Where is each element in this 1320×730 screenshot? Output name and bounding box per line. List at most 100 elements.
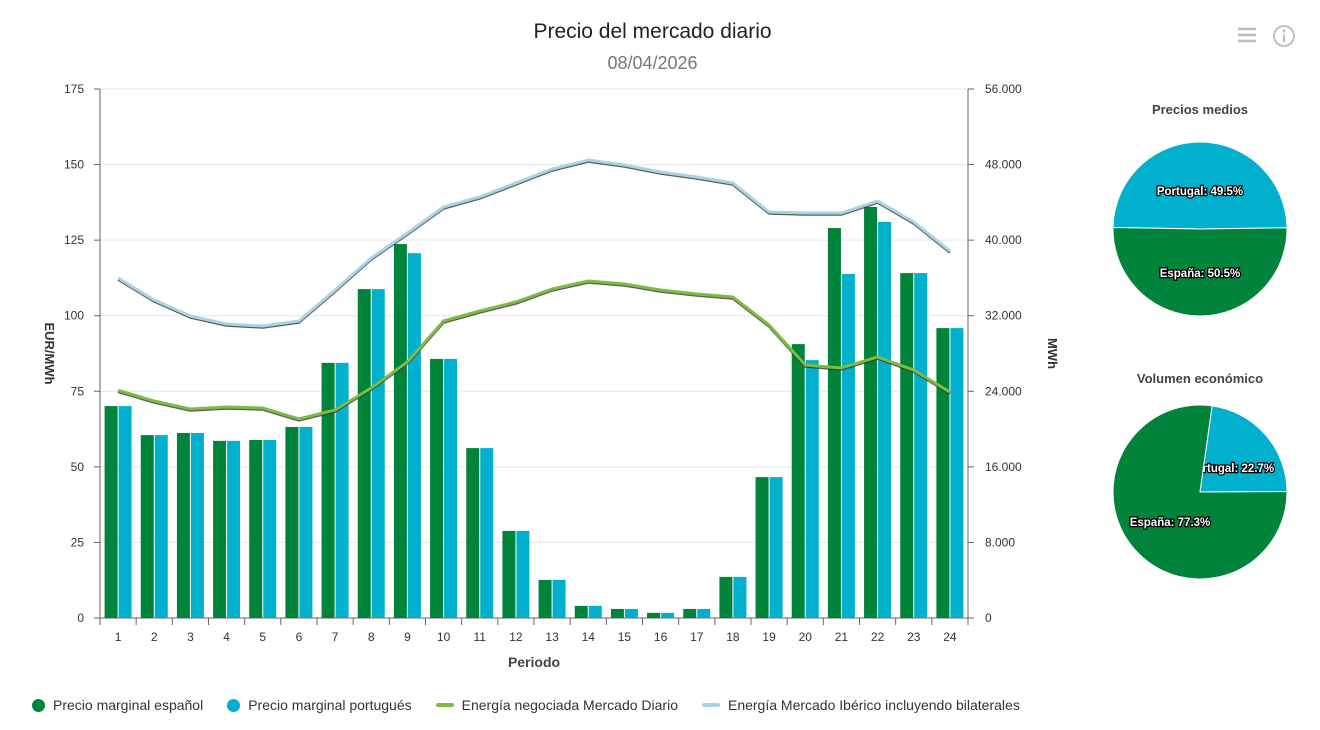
bar-portugal [697,608,711,618]
legend-dot-icon [32,698,45,712]
pie-slice-portugal [1112,141,1288,230]
bar-spain [936,328,950,618]
x-tick-label: 13 [545,630,559,644]
legend-label: Precio marginal portugués [248,697,412,713]
line-shadow [117,160,951,329]
x-tick-label: 16 [654,630,668,644]
bar-portugal [118,406,132,618]
y-tick-label: 50 [71,460,85,474]
bar-spain [864,206,878,619]
bar-spain [791,344,805,618]
bar-spain [647,612,661,618]
legend-item-spain[interactable]: Precio marginal español [32,697,203,713]
y2-tick-label: 56.000 [985,82,1022,96]
legend-label: Precio marginal español [53,697,204,713]
legend-line-icon [435,703,454,707]
bar-spain [683,608,697,618]
y2-tick-label: 24.000 [985,384,1022,398]
bar-spain [466,448,480,618]
pie-slice-spain [1112,226,1288,317]
legend-label: Energía negociada Mercado Diario [461,697,678,713]
bar-spain [538,579,552,618]
y2-axis-title: MWh [1045,338,1060,369]
x-tick-label: 3 [187,630,194,644]
x-tick-label: 10 [437,630,451,644]
bar-spain [285,426,299,618]
bar-spain [502,530,516,618]
x-tick-label: 1 [115,630,122,644]
legend-item-energy-iberian[interactable]: Energía Mercado Ibérico incluyendo bilat… [701,697,1020,713]
x-tick-label: 11 [474,630,487,644]
bar-spain [140,435,154,618]
bar-spain [393,244,407,618]
legend: Precio marginal español Precio marginal … [32,697,1020,713]
hamburger-menu-icon[interactable] [1236,24,1258,46]
y-tick-label: 75 [71,384,85,398]
legend-item-energy-daily[interactable]: Energía negociada Mercado Diario [435,697,678,713]
bar-portugal [154,435,168,618]
legend-dot-icon [227,698,241,712]
bar-portugal [878,222,892,618]
y2-tick-label: 48.000 [985,158,1022,172]
bar-portugal [407,253,421,618]
pie-label: Portugal: 49.5% [1157,186,1243,198]
bar-spain [176,433,190,618]
pie-label: España: 50.5% [1160,268,1241,280]
info-icon[interactable] [1272,24,1296,48]
pie-title: Precios medios [1152,102,1248,117]
bar-portugal [480,448,494,618]
pie-slice-portugal [1199,405,1288,493]
y-tick-label: 100 [64,309,84,323]
legend-item-portugal[interactable]: Precio marginal portugués [227,697,412,713]
x-tick-label: 8 [368,630,375,644]
y-tick-label: 175 [64,82,84,96]
chart-title: Precio del mercado diario [533,20,772,43]
y-axis-title: EUR/MWh [42,322,57,384]
y-tick-label: 25 [71,535,85,549]
bar-spain [430,358,444,618]
bar-spain [755,477,769,618]
x-tick-label: 4 [223,630,230,644]
bar-portugal [552,579,566,618]
pie-label: España: 77.3% [1130,517,1211,529]
bar-spain [574,605,588,618]
y2-tick-label: 16.000 [985,460,1022,474]
bar-spain [610,608,624,618]
bar-spain [213,440,227,618]
bar-spain [104,406,118,618]
y2-tick-label: 32.000 [985,309,1022,323]
bar-spain [249,439,263,618]
x-tick-label: 24 [943,630,957,644]
bar-portugal [805,360,819,618]
x-tick-label: 22 [871,630,885,644]
bar-portugal [227,440,241,618]
x-axis-title: Periodo [508,654,560,670]
bar-portugal [624,608,638,618]
y-tick-label: 0 [77,611,84,625]
bar-portugal [841,273,855,618]
bar-spain [827,228,841,618]
x-tick-label: 5 [259,630,266,644]
x-tick-label: 18 [726,630,740,644]
bar-portugal [190,433,204,618]
bar-portugal [950,328,964,618]
x-tick-label: 7 [332,630,339,644]
legend-line-icon [701,703,720,707]
line-series [117,158,951,328]
bar-spain [321,362,335,618]
bar-portugal [263,439,277,618]
bar-portugal [733,576,747,618]
bar-portugal [588,605,602,618]
x-tick-label: 9 [404,630,411,644]
bar-spain [357,289,371,618]
legend-label: Energía Mercado Ibérico incluyendo bilat… [727,697,1020,713]
y-tick-label: 125 [64,233,84,247]
x-tick-label: 23 [907,630,921,644]
bar-portugal [335,362,349,618]
bar-portugal [444,358,458,618]
bar-portugal [661,612,675,618]
x-tick-label: 2 [151,630,158,644]
bar-portugal [914,273,928,618]
bar-spain [719,576,733,618]
bar-portugal [769,477,783,618]
